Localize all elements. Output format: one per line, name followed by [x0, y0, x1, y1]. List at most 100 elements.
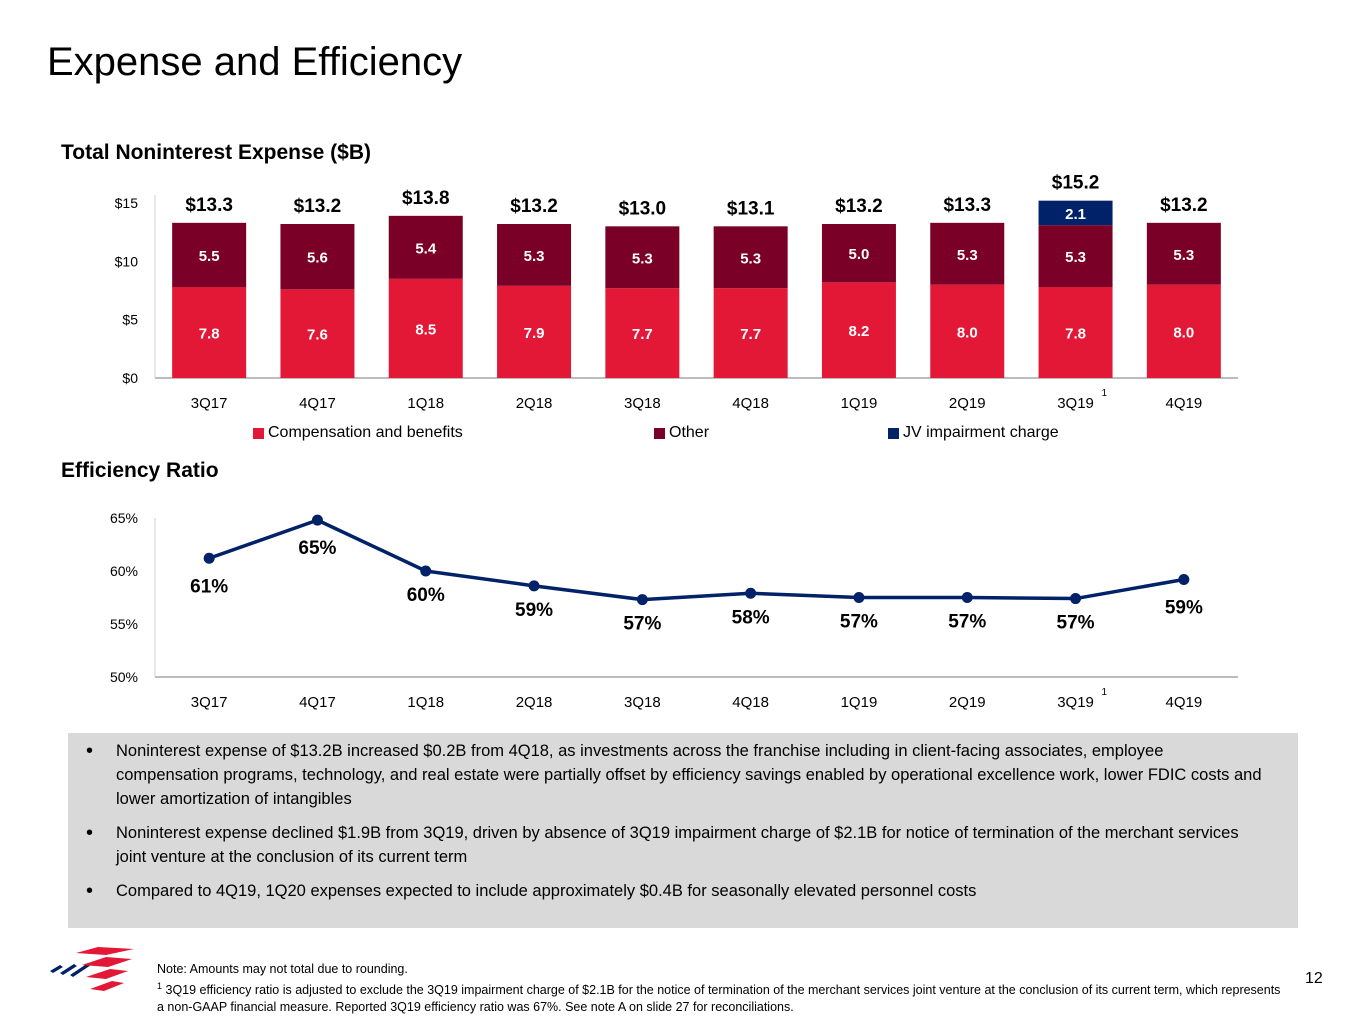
- line-y-tick-label: 65%: [110, 510, 138, 526]
- bar-segment-0: [280, 289, 355, 378]
- expense-bar-chart: $0 $5 $10 $15 7.8 5.5 $13.3 3Q17 7.6 5.6 $13.2 4Q17…: [115, 173, 1238, 412]
- line-category-label: 2Q19: [949, 694, 986, 711]
- ratio-chart-title: Efficiency Ratio: [61, 459, 219, 482]
- bar-total-label: $13.2: [294, 196, 342, 217]
- bar-y-tick-label: $10: [115, 253, 139, 269]
- bullet-text: Compared to 4Q19, 1Q20 expenses expected…: [116, 882, 977, 900]
- footnote-marker: 1: [157, 981, 163, 991]
- bar-category-label: 4Q18: [732, 395, 769, 412]
- bar-segment-1: [713, 226, 788, 289]
- bullet-dot-icon: •: [86, 880, 94, 902]
- bar-segment-label: 5.3: [740, 250, 761, 267]
- bar-segment-label: 7.8: [1065, 326, 1086, 343]
- bar-segment-0: [172, 287, 247, 378]
- bar-category-label: 1Q19: [841, 395, 878, 412]
- bar-category-label: 4Q17: [299, 395, 336, 412]
- line-category-label: 3Q17: [191, 694, 228, 711]
- bullet-dot-icon: •: [86, 740, 94, 762]
- bar-y-tick-label: $5: [122, 312, 138, 328]
- legend-swatch-other: [654, 427, 665, 439]
- line-point-label: 59%: [1165, 597, 1203, 618]
- line-point: [311, 514, 323, 526]
- bar-total-label: $13.0: [619, 198, 667, 219]
- bullet-text: Noninterest expense declined $1.9B from …: [116, 824, 1239, 866]
- bar-segment-label: 5.3: [1173, 247, 1194, 264]
- bar-segment-1: [388, 215, 463, 279]
- bar-total-label: $13.2: [835, 196, 883, 217]
- line-category-label: 2Q18: [516, 694, 553, 711]
- bar-total-label: $13.2: [510, 196, 558, 217]
- bar-segment-label: 8.5: [415, 321, 436, 338]
- bar-y-tick-label: $15: [115, 195, 139, 211]
- bar-category-label: 4Q19: [1165, 395, 1202, 412]
- bullet-item: • Compared to 4Q19, 1Q20 expenses expecte…: [86, 879, 1268, 903]
- bar-category-label: 2Q18: [516, 395, 553, 412]
- line-point: [745, 587, 757, 599]
- bar-segment-0: [930, 284, 1005, 378]
- footnotes: Note: Amounts may not total due to round…: [157, 961, 1287, 1016]
- legend-item-jv: JV impairment charge: [888, 424, 1059, 442]
- line-point-label: 60%: [407, 585, 445, 606]
- line-category-label: 1Q19: [841, 694, 878, 711]
- bar-category-label: 2Q19: [949, 395, 986, 412]
- legend-swatch-compensation: [253, 427, 264, 439]
- bar-total-label: $13.1: [727, 198, 775, 219]
- bar-segment-0: [497, 285, 572, 378]
- line-point: [636, 594, 648, 606]
- bar-segment-1: [821, 224, 896, 283]
- legend-swatch-jv: [888, 427, 899, 439]
- bullet-item: • Noninterest expense declined $1.9B from…: [86, 821, 1268, 869]
- bar-segment-1: [1146, 222, 1221, 285]
- bullet-item: • Noninterest expense of $13.2B increased…: [86, 739, 1268, 811]
- line-point-label: 57%: [948, 612, 986, 633]
- bar-y-tick-label: $0: [122, 370, 138, 386]
- bar-segment-label: 5.3: [524, 248, 545, 265]
- line-point-label: 57%: [623, 614, 661, 635]
- expense-legend: Compensation and benefits Other JV impai…: [0, 424, 1365, 444]
- legend-item-compensation: Compensation and benefits: [253, 424, 463, 442]
- line-point-label: 65%: [298, 538, 336, 559]
- bar-category-superscript: 1: [1102, 388, 1108, 399]
- expense-chart-title: Total Noninterest Expense ($B): [61, 141, 371, 164]
- line-category-label: 4Q19: [1165, 694, 1202, 711]
- line-y-tick-label: 50%: [110, 669, 138, 685]
- bar-segment-label: 5.3: [957, 247, 978, 264]
- legend-item-other: Other: [654, 424, 709, 442]
- line-y-tick-label: 60%: [110, 563, 138, 579]
- bar-segment-2: [1038, 200, 1113, 226]
- bar-segment-label: 5.4: [415, 240, 437, 257]
- bar-segment-1: [1038, 225, 1113, 287]
- bullet-dot-icon: •: [86, 822, 94, 844]
- bar-segment-label: 7.7: [740, 326, 761, 343]
- line-category-label: 4Q17: [299, 694, 336, 711]
- line-point-label: 58%: [732, 607, 770, 628]
- bar-segment-label: 5.0: [849, 246, 870, 263]
- note-rounding: Note: Amounts may not total due to round…: [157, 962, 408, 976]
- bar-category-label: 3Q17: [191, 395, 228, 412]
- line-point: [1178, 573, 1190, 585]
- bar-segment-label: 7.7: [632, 326, 653, 343]
- bar-total-label: $13.3: [943, 195, 991, 216]
- line-point: [420, 565, 432, 577]
- bar-segment-label: 8.0: [957, 324, 978, 341]
- bar-total-label: $13.8: [402, 188, 450, 209]
- bar-segment-label: 5.3: [632, 250, 653, 267]
- bar-category-label: 1Q18: [407, 395, 444, 412]
- legend-label-jv: JV impairment charge: [903, 424, 1059, 441]
- bar-segment-label: 5.3: [1065, 249, 1086, 266]
- line-point: [961, 592, 973, 603]
- bar-segment-0: [1038, 287, 1113, 378]
- bar-segment-label: 8.0: [1173, 324, 1194, 341]
- bar-segment-0: [821, 282, 896, 378]
- bank-flag-logo-icon: [50, 947, 134, 991]
- page-title: Expense and Efficiency: [47, 40, 463, 84]
- line-y-tick-label: 55%: [110, 616, 138, 632]
- bar-segment-label: 5.6: [307, 250, 328, 267]
- bullet-text: Noninterest expense of $13.2B increased …: [116, 742, 1262, 808]
- line-category-label: 4Q18: [732, 694, 769, 711]
- line-point: [203, 552, 215, 564]
- bar-segment-1: [497, 224, 572, 286]
- bar-segment-0: [1146, 284, 1221, 378]
- bar-segment-1: [930, 222, 1005, 285]
- line-point: [853, 592, 865, 603]
